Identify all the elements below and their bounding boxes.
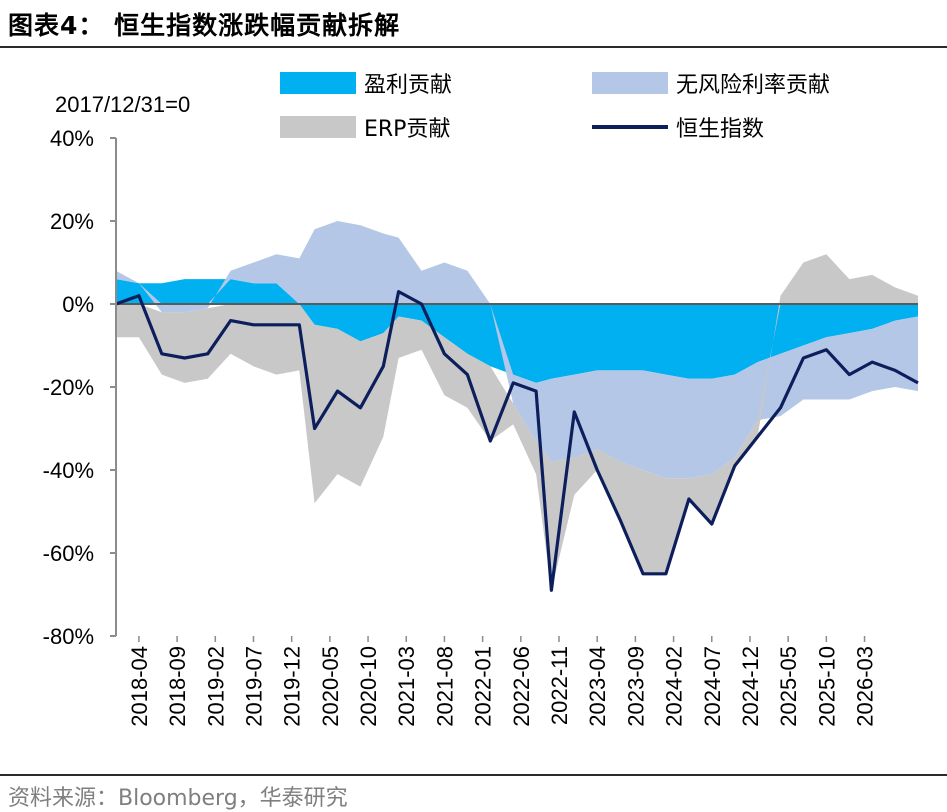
legend-label: 盈利贡献 [364, 73, 452, 98]
x-tick-label: 2018-04 [127, 646, 152, 727]
riskfree-contribution-area [116, 221, 918, 479]
x-tick-label: 2025-10 [814, 646, 839, 727]
source-note: 资料来源：Bloomberg，华泰研究 [8, 786, 348, 811]
earnings-contribution-area [116, 279, 918, 383]
footer-divider [0, 774, 947, 776]
figure-title: 图表4： 恒生指数涨跌幅贡献拆解 [8, 11, 401, 40]
x-tick-label: 2022-06 [509, 646, 534, 727]
x-tick-label: 2019-12 [280, 646, 305, 727]
legend-swatch [280, 116, 356, 138]
x-tick-label: 2024-07 [700, 646, 725, 727]
legend-swatch [280, 72, 356, 94]
title-divider [0, 46, 947, 48]
y-tick-label: -40% [43, 458, 94, 483]
x-tick-label: 2023-09 [623, 646, 648, 727]
axes-layer: 40% 20% 0% -20% -40% -60% -80% 2018-04 2018-09 20… [43, 126, 878, 727]
hang-seng-index-line [115, 290, 919, 592]
x-tick-label: 2022-01 [471, 646, 496, 727]
legend-label: 恒生指数 [676, 117, 764, 142]
legend-swatch [592, 72, 668, 94]
x-tick-label: 2018-09 [165, 646, 190, 727]
y-tick-label: -20% [43, 375, 94, 400]
y-tick-label: -80% [43, 624, 94, 649]
base-date-annotation: 2017/12/31=0 [55, 92, 190, 117]
legend: 盈利贡献 无风险利率贡献 ERP贡献 恒生指数 [280, 72, 830, 142]
y-tick-label: 0% [62, 292, 94, 317]
y-tick-label: 20% [50, 209, 94, 234]
x-tick-label: 2021-03 [394, 646, 419, 727]
y-tick-label: -60% [43, 541, 94, 566]
x-tick-label: 2023-04 [585, 646, 610, 727]
area-layer [116, 221, 918, 591]
x-tick-label: 2026-03 [853, 646, 878, 727]
x-tick-label: 2025-05 [776, 646, 801, 727]
legend-label: ERP贡献 [364, 117, 450, 142]
legend-label: 无风险利率贡献 [676, 73, 830, 98]
x-tick-label: 2020-10 [356, 646, 381, 727]
x-tick-label: 2019-07 [242, 646, 267, 727]
x-tick-label: 2020-05 [318, 646, 343, 727]
x-tick-label: 2021-08 [432, 646, 457, 727]
x-tick-label: 2024-02 [662, 646, 687, 727]
x-tick-label: 2019-02 [203, 646, 228, 727]
x-tick-label: 2024-12 [738, 646, 763, 727]
x-tick-label: 2022-11 [547, 646, 572, 725]
y-tick-label: 40% [50, 126, 94, 151]
index-line-layer [115, 290, 919, 592]
